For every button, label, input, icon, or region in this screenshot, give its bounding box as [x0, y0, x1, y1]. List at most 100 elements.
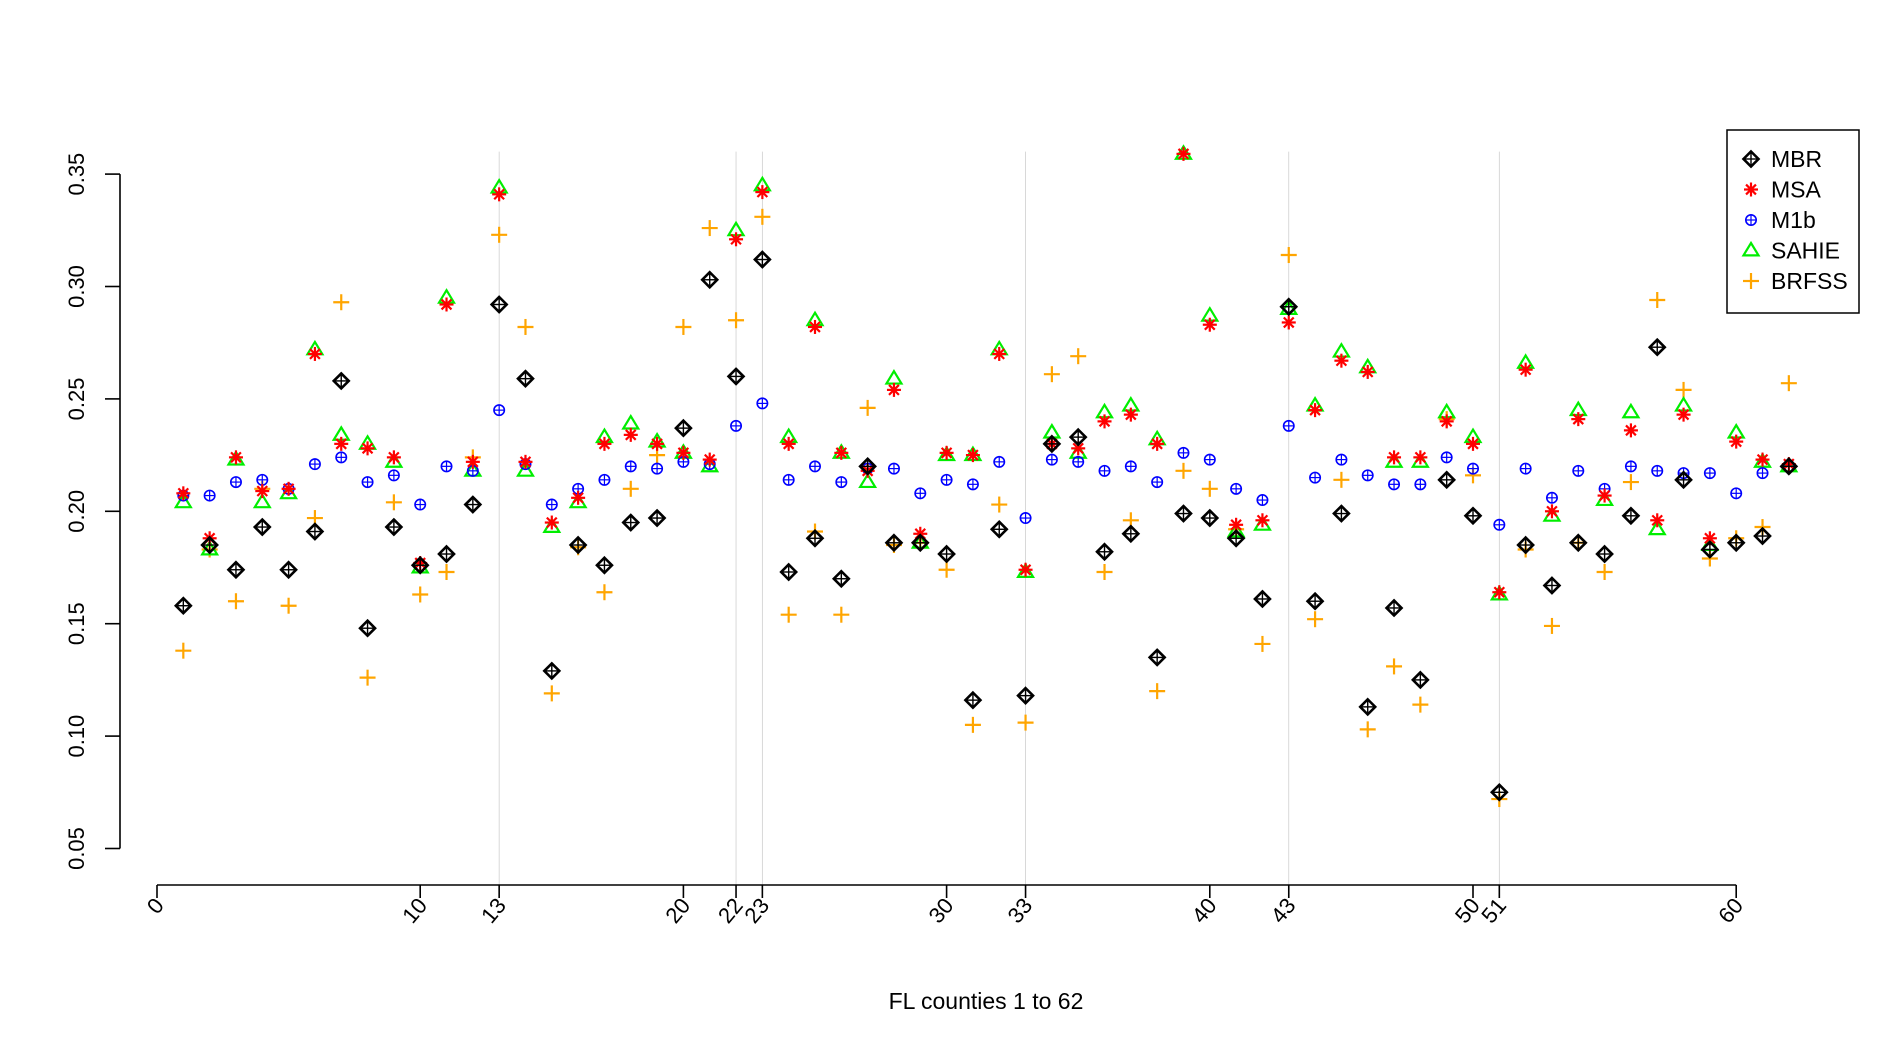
point-m1b	[1703, 467, 1716, 480]
point-m1b	[1388, 478, 1401, 491]
point-mbr	[963, 690, 983, 710]
point-sahie	[621, 414, 641, 430]
point-msa	[992, 346, 1007, 361]
point-brfss	[1070, 348, 1087, 365]
point-m1b	[387, 469, 400, 482]
point-m1b	[1177, 446, 1190, 459]
data-points	[173, 144, 1799, 808]
point-mbr	[200, 535, 219, 555]
point-msa	[1255, 513, 1270, 528]
point-brfss	[675, 318, 692, 335]
point-brfss	[412, 586, 429, 603]
point-brfss	[622, 480, 639, 497]
x-tick-label: 30	[924, 893, 959, 928]
point-msa	[439, 297, 454, 312]
series-msa	[176, 146, 1796, 600]
point-msa	[1387, 450, 1402, 465]
point-msa	[1439, 414, 1454, 429]
point-m1b	[1361, 469, 1374, 482]
y-axis: 0.05 0.10 0.15 0.20 0.25 0.30 0.35	[64, 153, 121, 870]
y-tick-label: 0.20	[64, 490, 89, 533]
point-brfss	[859, 399, 876, 416]
point-mbr	[1384, 598, 1404, 618]
point-brfss	[1596, 563, 1613, 580]
point-m1b	[1493, 518, 1506, 531]
point-sahie	[700, 456, 720, 473]
point-mbr	[279, 560, 298, 580]
series-mbr	[173, 250, 1799, 802]
point-msa	[808, 319, 822, 334]
point-m1b	[545, 498, 558, 511]
point-msa	[1413, 450, 1428, 465]
point-m1b	[1624, 460, 1637, 473]
point-msa	[755, 185, 770, 200]
point-msa	[1308, 403, 1323, 418]
legend-label: M1b	[1771, 207, 1816, 233]
point-msa	[1360, 364, 1375, 379]
point-mbr	[595, 555, 614, 575]
x-tick-label: 40	[1187, 893, 1222, 928]
point-mbr	[805, 528, 825, 548]
point-msa	[1518, 362, 1533, 377]
point-mbr	[1226, 528, 1246, 548]
point-mbr	[384, 517, 404, 537]
point-brfss	[1780, 375, 1797, 392]
point-mbr	[331, 371, 351, 391]
legend-marker-m1b	[1745, 214, 1758, 227]
point-brfss	[543, 685, 560, 702]
point-msa	[1150, 436, 1165, 451]
point-msa	[465, 454, 480, 469]
point-mbr	[437, 544, 456, 564]
point-m1b	[1572, 464, 1585, 477]
point-mbr	[1779, 457, 1799, 476]
point-mbr	[910, 533, 930, 553]
point-mbr	[1121, 524, 1141, 544]
point-mbr	[1016, 686, 1035, 705]
point-m1b	[993, 455, 1006, 468]
point-mbr	[779, 562, 799, 582]
point-mbr	[1463, 506, 1483, 526]
point-m1b	[1467, 462, 1480, 475]
point-msa	[1623, 423, 1638, 438]
point-mbr	[1358, 697, 1378, 717]
point-mbr	[226, 560, 246, 580]
point-m1b	[1019, 512, 1032, 525]
x-tick-label: 60	[1713, 893, 1748, 928]
point-m1b	[1545, 491, 1558, 504]
point-msa	[676, 445, 691, 460]
y-tick-label: 0.10	[64, 715, 89, 758]
x-tick-label: 51	[1476, 893, 1511, 928]
point-m1b	[1756, 467, 1769, 480]
highlight-lines	[498, 151, 1500, 885]
y-tick-label: 0.05	[64, 827, 89, 870]
point-brfss	[227, 593, 244, 610]
series-m1b	[177, 397, 1795, 531]
y-tick-label: 0.25	[64, 377, 89, 420]
legend-item-brfss: BRFSS	[1743, 268, 1848, 294]
point-brfss	[991, 496, 1008, 513]
point-sahie	[884, 369, 904, 385]
point-sahie	[516, 461, 535, 477]
legend-label: BRFSS	[1771, 268, 1848, 294]
point-brfss	[175, 642, 192, 659]
point-m1b	[1045, 453, 1058, 466]
point-m1b	[1098, 464, 1111, 477]
point-mbr	[884, 533, 904, 553]
point-msa	[255, 484, 270, 499]
point-mbr	[410, 555, 430, 575]
point-m1b	[624, 460, 637, 473]
point-mbr	[1489, 782, 1509, 802]
point-msa	[1018, 562, 1033, 577]
point-brfss	[938, 561, 955, 578]
point-mbr	[726, 367, 746, 386]
point-mbr	[568, 535, 588, 555]
point-mbr	[831, 569, 851, 589]
point-msa	[334, 436, 349, 451]
point-mbr	[1437, 470, 1457, 490]
point-mbr	[989, 519, 1009, 539]
point-mbr	[700, 270, 720, 290]
point-m1b	[1414, 478, 1427, 491]
point-m1b	[730, 419, 743, 432]
legend-box	[1726, 129, 1860, 314]
point-msa	[1544, 504, 1559, 519]
